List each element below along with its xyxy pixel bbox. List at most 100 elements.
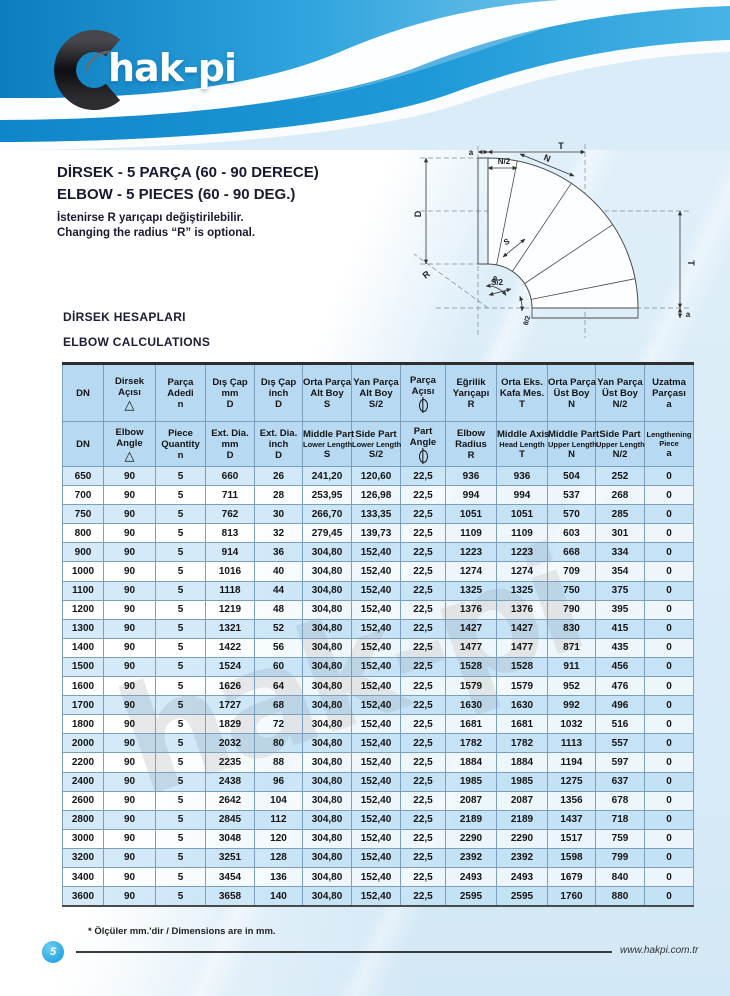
cell-middle-part-lower-length: 304,80 (302, 809, 352, 830)
cell-elbow-angle: 90 (103, 886, 156, 907)
cell-dn: 2400 (62, 771, 104, 792)
cell-dn: 1700 (62, 695, 104, 716)
cell-part-angle: 22,5 (400, 752, 446, 773)
cell-side-part-upper-length: 354 (595, 561, 645, 582)
cell-elbow-angle: 90 (103, 580, 156, 601)
cell-ext-dia-mm: 1219 (205, 599, 255, 620)
cell-lengthening-piece: 0 (644, 485, 694, 506)
cell-middle-part-lower-length: 304,80 (302, 695, 352, 716)
table-head: DN Dirsek Açısı △ Parça Adedi n Dış Çap mm D Dış Ç… (62, 363, 694, 467)
cell-side-part-upper-length: 496 (595, 695, 645, 716)
cell-ext-dia-inch: 44 (254, 580, 303, 601)
table-row-dn-1600: 1600 90 5 1626 64 304,80 152,40 22,5 1579 1579 952… (62, 676, 694, 697)
cell-piece-quantity: 5 (155, 847, 206, 868)
cell-ext-dia-mm: 3048 (205, 828, 255, 849)
header-en-ext-dia-mm: Ext. Dia. mm D (205, 421, 255, 467)
cell-ext-dia-mm: 813 (205, 523, 255, 544)
cell-elbow-angle: 90 (103, 809, 156, 830)
table-row-dn-1300: 1300 90 5 1321 52 304,80 152,40 22,5 1427 1427 830… (62, 618, 694, 639)
cell-middle-axis-head-length: 1109 (496, 523, 548, 544)
cell-lengthening-piece: 0 (644, 714, 694, 735)
cell-dn: 2800 (62, 809, 104, 830)
cell-middle-part-lower-length: 304,80 (302, 599, 352, 620)
footer-divider (76, 951, 612, 953)
cell-middle-part-lower-length: 304,80 (302, 676, 352, 697)
cell-elbow-angle: 90 (103, 542, 156, 563)
calculations-table: DN Dirsek Açısı △ Parça Adedi n Dış Çap mm D Dış Ç… (62, 362, 694, 908)
cell-part-angle: 22,5 (400, 714, 446, 735)
cell-part-angle: 22,5 (400, 465, 446, 487)
cell-elbow-radius: 1274 (445, 561, 497, 582)
cell-side-part-lower-length: 152,40 (351, 828, 401, 849)
cell-part-angle: 22,5 (400, 733, 446, 754)
cell-side-part-lower-length: 152,40 (351, 676, 401, 697)
table-row-dn-2800: 2800 90 5 2845 112 304,80 152,40 22,5 2189 2189 14… (62, 809, 694, 830)
cell-piece-quantity: 5 (155, 828, 206, 849)
cell-middle-axis-head-length: 1884 (496, 752, 548, 773)
cell-middle-axis-head-length: 1376 (496, 599, 548, 620)
cell-part-angle: 22,5 (400, 618, 446, 639)
cell-ext-dia-inch: 72 (254, 714, 303, 735)
cell-middle-part-lower-length: 241,20 (302, 465, 352, 487)
cell-elbow-radius: 2392 (445, 847, 497, 868)
section-heading-english: ELBOW CALCULATIONS (63, 335, 211, 349)
cell-middle-part-lower-length: 304,80 (302, 752, 352, 773)
cell-piece-quantity: 5 (155, 599, 206, 620)
cell-side-part-lower-length: 152,40 (351, 771, 401, 792)
cell-ext-dia-mm: 1829 (205, 714, 255, 735)
cell-middle-part-lower-length: 253,95 (302, 485, 352, 506)
cell-lengthening-piece: 0 (644, 733, 694, 754)
cell-side-part-lower-length: 120,60 (351, 465, 401, 487)
cell-elbow-angle: 90 (103, 618, 156, 639)
cell-dn: 2200 (62, 752, 104, 773)
label-d: D (413, 210, 423, 217)
cell-side-part-upper-length: 456 (595, 656, 645, 678)
cell-elbow-radius: 2595 (445, 886, 497, 907)
cell-side-part-lower-length: 152,40 (351, 695, 401, 716)
cell-ext-dia-mm: 660 (205, 465, 255, 487)
header-tr-lengthening-piece: Uzatma Parçası a (644, 363, 694, 422)
cell-dn: 1300 (62, 618, 104, 639)
cell-ext-dia-mm: 1626 (205, 676, 255, 697)
cell-elbow-radius: 1782 (445, 733, 497, 754)
cell-middle-axis-head-length: 2392 (496, 847, 548, 868)
cell-ext-dia-mm: 1422 (205, 637, 255, 658)
cell-ext-dia-inch: 120 (254, 828, 303, 849)
cell-side-part-upper-length: 301 (595, 523, 645, 544)
cell-middle-axis-head-length: 936 (496, 465, 548, 487)
note-turkish: İstenirse R yarıçapı değiştirilebilir. (57, 212, 244, 224)
cell-side-part-lower-length: 152,40 (351, 561, 401, 582)
cell-elbow-angle: 90 (103, 599, 156, 620)
cell-middle-part-lower-length: 304,80 (302, 847, 352, 868)
cell-piece-quantity: 5 (155, 580, 206, 601)
label-theta: θ (493, 275, 497, 284)
banner-wave-art (0, 0, 730, 150)
cell-part-angle: 22,5 (400, 771, 446, 792)
calculations-table-wrapper: DN Dirsek Açısı △ Parça Adedi n Dış Çap mm D Dış Ç… (62, 362, 694, 908)
cell-middle-part-upper-length: 1194 (547, 752, 596, 773)
cell-piece-quantity: 5 (155, 676, 206, 697)
cell-middle-axis-head-length: 2189 (496, 809, 548, 830)
cell-lengthening-piece: 0 (644, 828, 694, 849)
cell-middle-part-upper-length: 1275 (547, 771, 596, 792)
cell-dn: 2000 (62, 733, 104, 754)
website-link: www.hakpi.com.tr (620, 945, 699, 956)
cell-ext-dia-inch: 64 (254, 676, 303, 697)
section-heading-turkish: DİRSEK HESAPLARI (63, 310, 186, 324)
cell-side-part-lower-length: 139,73 (351, 523, 401, 544)
cell-middle-axis-head-length: 1579 (496, 676, 548, 697)
table-row-dn-3400: 3400 90 5 3454 136 304,80 152,40 22,5 2493 2493 16… (62, 866, 694, 888)
cell-lengthening-piece: 0 (644, 637, 694, 658)
cell-lengthening-piece: 0 (644, 752, 694, 773)
cell-part-angle: 22,5 (400, 542, 446, 563)
elbow-body (487, 157, 639, 309)
cell-middle-part-lower-length: 304,80 (302, 656, 352, 678)
cell-side-part-upper-length: 718 (595, 809, 645, 830)
cell-part-angle: 22,5 (400, 676, 446, 697)
cell-side-part-upper-length: 637 (595, 771, 645, 792)
cell-middle-part-lower-length: 304,80 (302, 561, 352, 582)
table-row-dn-900: 900 90 5 914 36 304,80 152,40 22,5 1223 1223 668 33… (62, 542, 694, 563)
cell-elbow-radius: 994 (445, 485, 497, 506)
cell-piece-quantity: 5 (155, 504, 206, 525)
cell-middle-axis-head-length: 1681 (496, 714, 548, 735)
